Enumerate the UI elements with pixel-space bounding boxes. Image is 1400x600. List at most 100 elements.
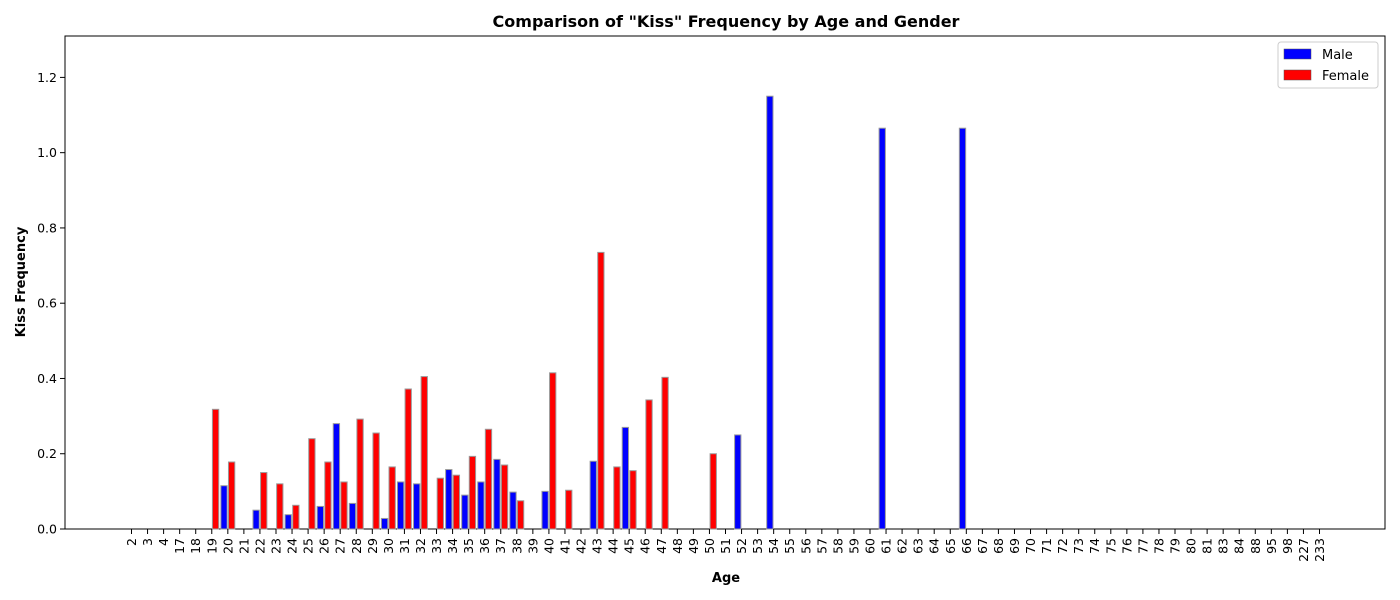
x-tick-label: 25 <box>301 538 316 554</box>
x-tick-label: 48 <box>670 538 685 554</box>
bar-female-19 <box>211 408 220 530</box>
x-tick-label: 31 <box>397 538 412 554</box>
x-tick-label: 68 <box>991 538 1006 554</box>
x-tick-label: 62 <box>895 538 910 554</box>
bar-female-34 <box>452 474 461 530</box>
x-tick-label: 42 <box>574 538 589 554</box>
x-tick-label: 33 <box>429 538 444 554</box>
x-tick-label: 24 <box>285 538 300 554</box>
x-tick-label: 79 <box>1168 538 1183 554</box>
x-tick-label: 58 <box>830 538 845 554</box>
bar-male-35 <box>461 494 469 530</box>
x-tick-label: 55 <box>782 538 797 554</box>
bar-female-44 <box>613 466 621 530</box>
bar-male-66 <box>958 127 967 530</box>
x-tick-label: 83 <box>1216 538 1231 554</box>
y-tick-label: 1.2 <box>37 70 57 85</box>
x-tick-label: 36 <box>477 538 492 554</box>
x-tick-label: 73 <box>1071 538 1086 554</box>
x-tick-label: 76 <box>1119 538 1134 554</box>
x-tick-label: 49 <box>686 538 701 554</box>
bar-female-23 <box>276 483 284 530</box>
x-tick-label: 59 <box>846 538 861 554</box>
bar-female-46 <box>645 399 653 530</box>
x-tick-label: 56 <box>798 538 813 554</box>
bar-female-29 <box>372 432 380 530</box>
x-tick-label: 60 <box>862 538 877 554</box>
x-tick-label: 26 <box>317 538 332 554</box>
bar-female-30 <box>388 466 396 530</box>
bar-female-33 <box>436 477 444 530</box>
y-tick-label: 0.6 <box>37 296 57 311</box>
bars-group <box>211 95 967 530</box>
bar-female-37 <box>500 464 509 530</box>
x-tick-label: 88 <box>1248 538 1263 554</box>
bar-male-45 <box>621 426 630 530</box>
bar-female-50 <box>709 453 717 530</box>
x-tick-label: 84 <box>1232 538 1247 554</box>
legend-label-female: Female <box>1322 69 1369 84</box>
x-tick-label: 38 <box>509 538 524 554</box>
bar-male-27 <box>332 423 341 530</box>
x-tick-label: 45 <box>622 538 637 554</box>
x-tick-label: 227 <box>1296 538 1311 562</box>
x-tick-label: 28 <box>349 538 364 554</box>
y-tick-label: 0.0 <box>37 522 57 537</box>
bar-male-52 <box>734 434 742 530</box>
x-tick-label: 75 <box>1103 538 1118 554</box>
x-tick-label: 46 <box>638 538 653 554</box>
bar-male-32 <box>413 483 421 530</box>
y-tick-label: 0.4 <box>37 371 57 386</box>
y-tick-label: 0.8 <box>37 220 57 235</box>
bar-female-41 <box>565 489 573 530</box>
x-tick-label: 81 <box>1200 538 1215 554</box>
x-tick-label: 50 <box>702 538 717 554</box>
x-tick-label: 17 <box>172 538 187 554</box>
bar-male-38 <box>509 491 517 530</box>
bar-male-36 <box>477 481 485 530</box>
x-tick-label: 27 <box>333 538 348 554</box>
y-axis: 0.0 0.2 0.4 0.6 0.8 1.0 1.2 <box>37 70 65 537</box>
bar-female-31 <box>404 388 412 530</box>
bar-female-22 <box>260 472 268 530</box>
x-tick-label: 78 <box>1151 538 1166 554</box>
x-tick-label: 52 <box>734 538 749 554</box>
x-tick-label: 67 <box>975 538 990 554</box>
x-tick-label: 43 <box>590 538 605 554</box>
x-tick-label: 2 <box>124 538 139 546</box>
bar-male-43 <box>589 460 597 530</box>
bar-female-24 <box>292 504 300 530</box>
bar-female-26 <box>324 461 332 530</box>
x-tick-label: 44 <box>606 538 621 554</box>
x-tick-label: 47 <box>654 538 669 554</box>
bar-female-20 <box>227 461 236 530</box>
x-tick-label: 3 <box>140 538 155 546</box>
x-tick-label: 40 <box>541 538 556 554</box>
x-tick-label: 98 <box>1280 538 1295 554</box>
x-tick-label: 57 <box>814 538 829 554</box>
bar-male-31 <box>396 481 405 530</box>
bar-male-61 <box>878 127 886 530</box>
x-tick-label: 71 <box>1039 538 1054 554</box>
y-tick-label: 0.2 <box>37 446 57 461</box>
x-tick-label: 70 <box>1023 538 1038 554</box>
x-tick-label: 80 <box>1184 538 1199 554</box>
y-tick-label: 1.0 <box>37 145 57 160</box>
legend-swatch-male <box>1283 48 1312 60</box>
x-tick-label: 21 <box>236 538 251 554</box>
x-tick-label: 39 <box>525 538 540 554</box>
bar-male-22 <box>252 509 260 530</box>
bar-male-40 <box>541 490 549 530</box>
bar-female-36 <box>484 428 493 530</box>
bar-male-54 <box>766 95 774 530</box>
x-tick-label: 54 <box>766 538 781 554</box>
x-tick-label: 95 <box>1264 538 1279 554</box>
x-tick-label: 34 <box>445 538 460 554</box>
plot-area <box>64 35 1386 530</box>
bar-male-37 <box>493 458 501 530</box>
x-tick-label: 64 <box>927 538 942 554</box>
bar-male-26 <box>316 505 324 530</box>
legend-label-male: Male <box>1322 48 1353 63</box>
bar-female-25 <box>308 438 316 530</box>
bar-male-20 <box>220 485 228 530</box>
